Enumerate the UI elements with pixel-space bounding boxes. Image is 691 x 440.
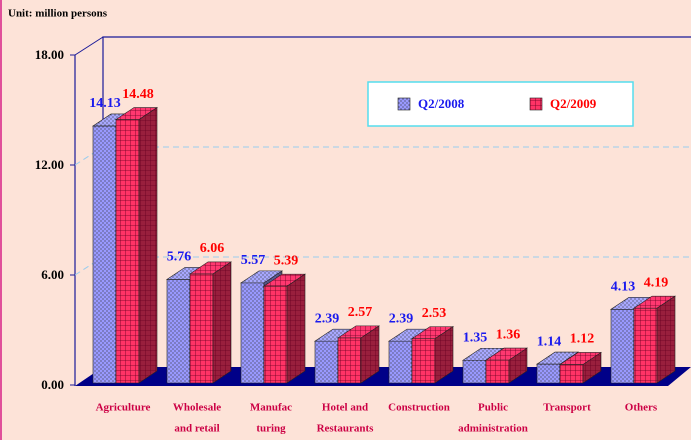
bar-front-texture	[190, 273, 213, 383]
bar-side-texture	[361, 325, 379, 383]
y-tick-label: 18.00	[35, 47, 64, 62]
bar-front-texture	[315, 341, 338, 383]
bar-front-texture	[560, 364, 583, 383]
wall-edge	[74, 36, 104, 56]
bar-top-texture	[634, 296, 675, 309]
bar-front-texture	[116, 119, 139, 384]
bar-top-texture	[315, 329, 356, 342]
bar-front-texture	[412, 338, 435, 383]
bar-top-texture	[560, 352, 601, 365]
bar-top-texture	[116, 107, 157, 120]
data-label: 5.76	[167, 250, 192, 265]
x-tick-label: Manufac	[250, 402, 292, 414]
bar-side-texture	[657, 296, 675, 383]
x-tick-label: Agriculture	[96, 402, 151, 414]
bar-side-texture	[139, 107, 157, 384]
bar-side-texture	[583, 352, 601, 383]
bar-front-texture	[167, 279, 190, 383]
chart-title: Unit: million persons	[8, 8, 108, 20]
legend-swatch-texture	[530, 98, 542, 110]
data-label: 1.12	[570, 332, 595, 347]
bar-top-texture	[389, 329, 430, 342]
y-tick-label: 12.00	[35, 157, 64, 172]
x-tick-label: and retail	[174, 423, 219, 435]
x-tick-label: Restaurants	[317, 423, 375, 435]
data-label: 5.39	[274, 253, 299, 268]
data-label: 6.06	[200, 241, 225, 256]
x-tick-label: administration	[458, 423, 528, 435]
y-tick-label: 6.00	[41, 267, 64, 282]
data-label: 1.14	[537, 334, 562, 349]
bar-top-texture	[486, 348, 527, 361]
data-label: 2.39	[315, 311, 340, 326]
bar-front-texture	[389, 341, 412, 383]
legend: Q2/2008 Q2/2009	[367, 81, 634, 127]
data-label: 2.57	[348, 305, 373, 320]
bar	[189, 261, 232, 384]
bar-front-texture	[537, 364, 560, 383]
bar-side-texture	[287, 274, 305, 383]
data-label: 14.48	[122, 87, 154, 102]
data-label: 1.36	[496, 327, 521, 342]
bar-front-texture	[634, 308, 657, 383]
bar-top-texture	[338, 325, 379, 338]
y-tick-label: 0.00	[41, 377, 64, 392]
bar-side-texture	[213, 261, 231, 383]
data-label: 5.57	[241, 253, 266, 268]
bar-front-texture	[486, 360, 509, 383]
x-tick-label: Hotel and	[322, 402, 368, 414]
bar-top-texture	[463, 348, 504, 361]
data-label: 2.53	[422, 306, 447, 321]
x-tick-label: Transport	[543, 402, 591, 414]
bar-side-texture	[509, 348, 527, 383]
bar-front-texture	[264, 286, 287, 383]
x-tick-label: Public	[478, 402, 508, 414]
bar	[115, 106, 158, 384]
legend-box	[367, 81, 634, 127]
legend-label: Q2/2009	[550, 96, 597, 111]
bar-top-texture	[264, 274, 305, 287]
bar-front-texture	[463, 360, 486, 383]
bar-top-texture	[190, 261, 231, 274]
x-tick-label: Wholesale	[173, 402, 221, 414]
bar	[633, 295, 676, 384]
bar-top-texture	[611, 297, 652, 310]
x-tick-label: Others	[625, 402, 658, 414]
data-label: 4.13	[611, 280, 636, 295]
bar-front-texture	[241, 282, 264, 383]
x-tick-label: Construction	[388, 402, 450, 414]
legend-label: Q2/2008	[418, 96, 465, 111]
bar	[263, 273, 306, 384]
bar-front-texture	[93, 125, 116, 383]
bar	[559, 351, 602, 384]
grid-line	[74, 146, 104, 166]
bar-front-texture	[611, 309, 634, 383]
grid-line	[74, 256, 104, 276]
bar-top-texture	[241, 270, 282, 283]
data-label: 14.13	[89, 96, 121, 111]
legend-swatch-texture	[398, 98, 410, 110]
data-label: 4.19	[644, 275, 669, 290]
data-label: 1.35	[463, 330, 488, 345]
bar-side-texture	[435, 326, 453, 383]
bar	[337, 325, 380, 384]
bar-top-texture	[537, 352, 578, 365]
bar-front-texture	[338, 337, 361, 383]
bar	[485, 347, 528, 384]
bar	[411, 326, 454, 384]
data-label: 2.39	[389, 311, 414, 326]
bar-top-texture	[412, 326, 453, 339]
x-tick-label: turing	[256, 423, 286, 435]
